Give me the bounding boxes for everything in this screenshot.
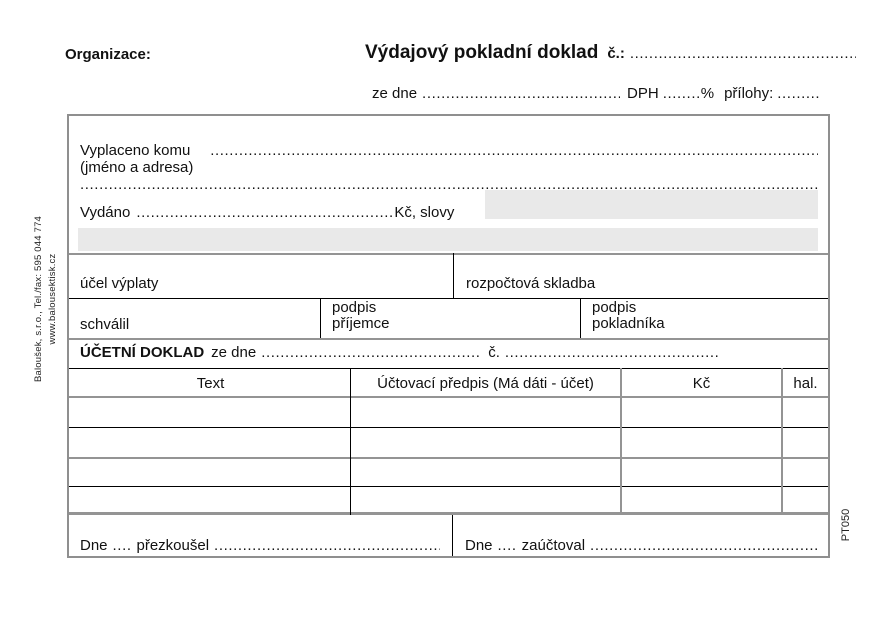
table-cell[interactable] [71, 397, 350, 426]
section-divider-line [69, 253, 828, 255]
table-header-bottom-line [69, 396, 828, 398]
table-column-divider [781, 368, 783, 515]
amount-words-label: Kč, slovy [394, 204, 455, 221]
budget-label: rozpočtová skladba [466, 275, 596, 292]
checked-by-field[interactable]: ........................................… [214, 537, 440, 554]
table-row-line [69, 457, 828, 459]
table-cell[interactable] [781, 485, 826, 514]
issue-date-label: ze dne [372, 85, 418, 102]
column-divider [320, 298, 321, 338]
section-divider-line [69, 338, 828, 340]
printer-credit-line1: Baloušek, s.r.o., Tel./fax: 595 044 774 [33, 215, 44, 383]
approved-label: schválil [80, 316, 130, 333]
table-cell[interactable] [781, 397, 826, 426]
issued-label: Vydáno [80, 204, 131, 221]
table-cell[interactable] [350, 456, 620, 485]
booked-by-field[interactable]: ........................................… [590, 537, 818, 554]
form-code: PT050 [840, 508, 852, 542]
accounting-number-label: č. [488, 344, 500, 361]
doc-number-field[interactable]: ........................................… [629, 45, 856, 62]
doc-number-label: č.: [607, 45, 625, 62]
accounting-date-field[interactable]: ........................................… [261, 344, 481, 361]
issued-amount-field[interactable]: ........................................… [136, 204, 395, 221]
table-cell[interactable] [350, 426, 620, 455]
column-header-hal: hal. [793, 375, 818, 392]
table-cell[interactable] [350, 397, 620, 426]
checked-by-label: přezkoušel [136, 537, 210, 554]
page-title: Výdajový pokladní doklad [365, 42, 599, 63]
table-cell[interactable] [71, 426, 350, 455]
table-bottom-line [69, 512, 828, 515]
table-cell[interactable] [350, 485, 620, 514]
cashier-signature-line1: podpis [592, 299, 637, 316]
column-header-text: Text [196, 375, 225, 392]
table-cell[interactable] [620, 485, 781, 514]
percent-sign: % [700, 85, 715, 102]
table-cell[interactable] [781, 456, 826, 485]
main-form-box: Vyplaceno komu (jméno a adresa) ........… [67, 114, 830, 558]
booked-by-label: zaúčtoval [521, 537, 586, 554]
table-column-divider [620, 368, 622, 515]
recipient-signature-label: podpis příjemce [332, 300, 390, 332]
column-header-kc: Kč [692, 375, 711, 392]
table-cell[interactable] [781, 426, 826, 455]
printer-credit-line2: www.balousektisk.cz [47, 253, 58, 345]
paid-to-field-line1[interactable]: ........................................… [210, 142, 818, 159]
table-cell[interactable] [71, 456, 350, 485]
accounting-date-label: ze dne [211, 344, 257, 361]
check-date-label: Dne [80, 537, 108, 554]
accounting-title: ÚČETNÍ DOKLAD [80, 344, 205, 361]
amount-words-shaded-field-2[interactable] [78, 228, 818, 251]
table-cell[interactable] [620, 426, 781, 455]
accounting-number-field[interactable]: ........................................… [504, 344, 718, 361]
vat-percent-field[interactable]: ........................................… [662, 85, 701, 102]
column-divider [453, 253, 454, 298]
table-cell[interactable] [620, 397, 781, 426]
printer-credit: Baloušek, s.r.o., Tel./fax: 595 044 774 … [32, 149, 62, 449]
table-column-divider [350, 368, 351, 515]
cashier-signature-line2: pokladníka [592, 315, 665, 332]
purpose-label: účel výplaty [80, 275, 159, 292]
recipient-signature-line1: podpis [332, 299, 377, 316]
paid-to-field-line2[interactable]: ........................................… [80, 176, 818, 193]
booking-date-field[interactable]: ........................................… [497, 537, 516, 554]
table-cell[interactable] [71, 485, 350, 514]
paid-to-label: Vyplaceno komu (jméno a adresa) [80, 142, 194, 176]
column-header-entry: Účtovací předpis (Má dáti - účet) [377, 375, 594, 392]
table-top-line [69, 368, 828, 369]
footer-column-divider [452, 515, 453, 556]
table-row-line [69, 427, 828, 428]
column-divider [580, 298, 581, 338]
amount-words-shaded-field-1[interactable] [485, 190, 818, 219]
table-row-line [69, 486, 828, 487]
booking-date-label: Dne [465, 537, 493, 554]
vat-label: DPH [627, 85, 659, 102]
cashier-signature-label: podpis pokladníka [592, 300, 665, 332]
recipient-signature-line2: příjemce [332, 315, 390, 332]
accounting-table-body [71, 397, 826, 514]
organization-label: Organizace: [65, 46, 151, 63]
attachments-field[interactable]: ........................................… [777, 85, 819, 102]
check-date-field[interactable]: ........................................… [112, 537, 131, 554]
attachments-label: přílohy: [724, 85, 774, 102]
issue-date-field[interactable]: ........................................… [422, 85, 620, 102]
table-cell[interactable] [620, 456, 781, 485]
row-divider-line [69, 298, 828, 299]
